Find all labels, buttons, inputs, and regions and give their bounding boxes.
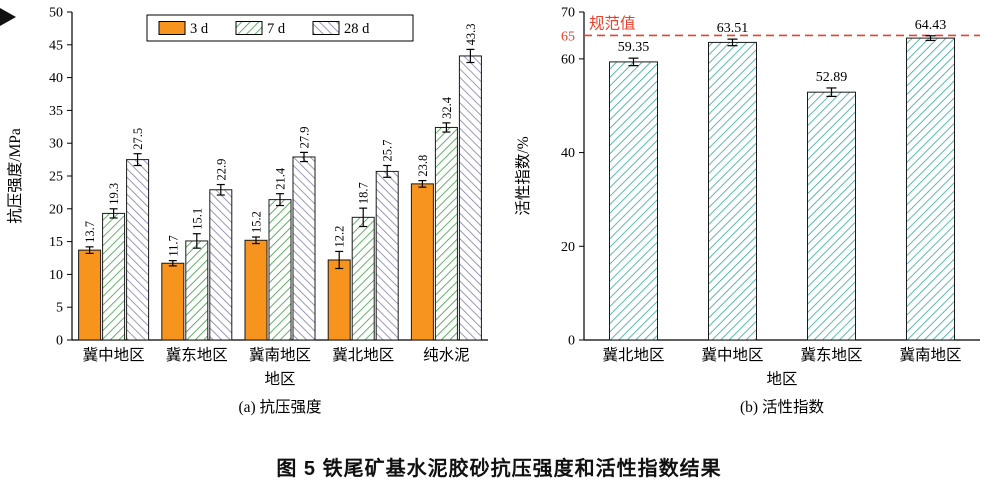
- bar: [102, 212, 126, 341]
- x-category-label: 冀中地区: [701, 346, 763, 364]
- bar-value-label: 19.3: [107, 183, 121, 205]
- bar-value-label: 52.89: [816, 70, 848, 85]
- bar-value-label: 25.7: [381, 140, 395, 162]
- bar-value-label: 32.4: [440, 96, 454, 119]
- y-tick-label: 35: [49, 104, 63, 119]
- bar-value-label: 22.9: [214, 159, 228, 181]
- bar-value-label: 27.5: [131, 128, 145, 150]
- bar: [209, 189, 233, 341]
- y-tick-label: 15: [49, 235, 63, 250]
- x-category-label: 冀北地区: [332, 346, 394, 364]
- bar: [268, 199, 292, 341]
- y-tick-label: 10: [49, 268, 63, 283]
- bar: [906, 37, 955, 341]
- bar: [244, 239, 268, 341]
- bar: [351, 216, 375, 341]
- x-category-label: 冀南地区: [899, 346, 961, 364]
- y-tick-label: 0: [56, 334, 63, 349]
- y-tick-label: 5: [56, 301, 63, 316]
- bar: [609, 61, 658, 341]
- bar: [185, 240, 209, 341]
- legend-box: [146, 14, 414, 42]
- bar-value-label: 27.9: [298, 127, 312, 149]
- bar-value-label: 13.7: [83, 221, 97, 243]
- x-axis-title: 地区: [264, 370, 295, 388]
- bar: [434, 126, 458, 341]
- reference-value-label: 65: [561, 29, 575, 44]
- bar-value-label: 15.1: [190, 208, 204, 230]
- scan-corner-artifact: [0, 8, 16, 26]
- bar: [327, 259, 351, 341]
- y-tick-label: 40: [49, 71, 63, 86]
- bar: [292, 156, 316, 341]
- legend-swatch: [158, 21, 186, 35]
- x-category-label: 冀东地区: [166, 346, 228, 364]
- charts-row: 0 5 10 15 20 25 30 35 40 45 50 13.7 19.3 27.5 冀中地区 11.7…: [6, 6, 980, 416]
- bar: [126, 159, 150, 341]
- bar-value-label: 15.2: [250, 211, 264, 233]
- bar: [708, 41, 757, 341]
- bar: [78, 249, 102, 341]
- y-axis-title: 抗压强度/MPa: [6, 128, 24, 224]
- legend-label: 7 d: [267, 21, 286, 37]
- legend-label: 3 d: [190, 21, 209, 37]
- bar-value-label: 23.8: [416, 155, 430, 177]
- bar: [807, 91, 856, 341]
- bar: [375, 170, 399, 341]
- y-tick-label: 40: [561, 146, 575, 161]
- x-category-label: 冀南地区: [249, 346, 311, 364]
- bar-value-label: 11.7: [166, 235, 180, 256]
- bar: [410, 183, 434, 341]
- bar-value-label: 63.51: [717, 21, 749, 36]
- panel-subtitle: (b) 活性指数: [740, 398, 824, 416]
- y-tick-label: 50: [49, 6, 63, 21]
- bar-value-label: 18.7: [357, 182, 371, 204]
- bar-value-label: 64.43: [915, 18, 947, 33]
- y-tick-label: 20: [561, 240, 575, 255]
- y-tick-label: 45: [49, 38, 63, 53]
- x-category-label: 冀东地区: [800, 346, 862, 364]
- panel-subtitle: (a) 抗压强度: [238, 398, 321, 416]
- x-axis-title: 地区: [766, 370, 797, 388]
- y-tick-label: 0: [568, 334, 575, 349]
- y-tick-label: 25: [49, 170, 63, 185]
- legend-swatch: [312, 21, 340, 35]
- legend-label: 28 d: [344, 21, 370, 37]
- x-category-label: 冀中地区: [83, 346, 145, 364]
- reference-line-label: 规范值: [589, 14, 636, 32]
- y-axis-title: 活性指数/%: [514, 136, 532, 215]
- bar-value-label: 43.3: [464, 24, 478, 46]
- bar-value-label: 21.4: [274, 167, 288, 190]
- x-category-label: 纯水泥: [423, 346, 470, 364]
- chart-a-compressive-strength: 0 5 10 15 20 25 30 35 40 45 50 13.7 19.3 27.5 冀中地区 11.7…: [6, 6, 488, 416]
- legend-swatch: [235, 21, 263, 35]
- chart-b-activity-index: 0 20 40 60 70 规范值 65 59.35 冀北地区 63.51 冀中地区 52.89 冀东地…: [514, 6, 980, 416]
- bar: [161, 262, 185, 341]
- y-tick-label: 30: [49, 137, 63, 152]
- y-tick-label: 60: [561, 52, 575, 67]
- y-tick-label: 20: [49, 202, 63, 217]
- figure-caption: 图 5 铁尾矿基水泥胶砂抗压强度和活性指数结果: [276, 458, 722, 480]
- bar-value-label: 59.35: [618, 40, 650, 55]
- x-category-label: 冀北地区: [602, 346, 664, 364]
- bar-value-label: 12.2: [333, 226, 347, 248]
- bar: [458, 55, 482, 341]
- y-tick-label: 70: [561, 6, 575, 21]
